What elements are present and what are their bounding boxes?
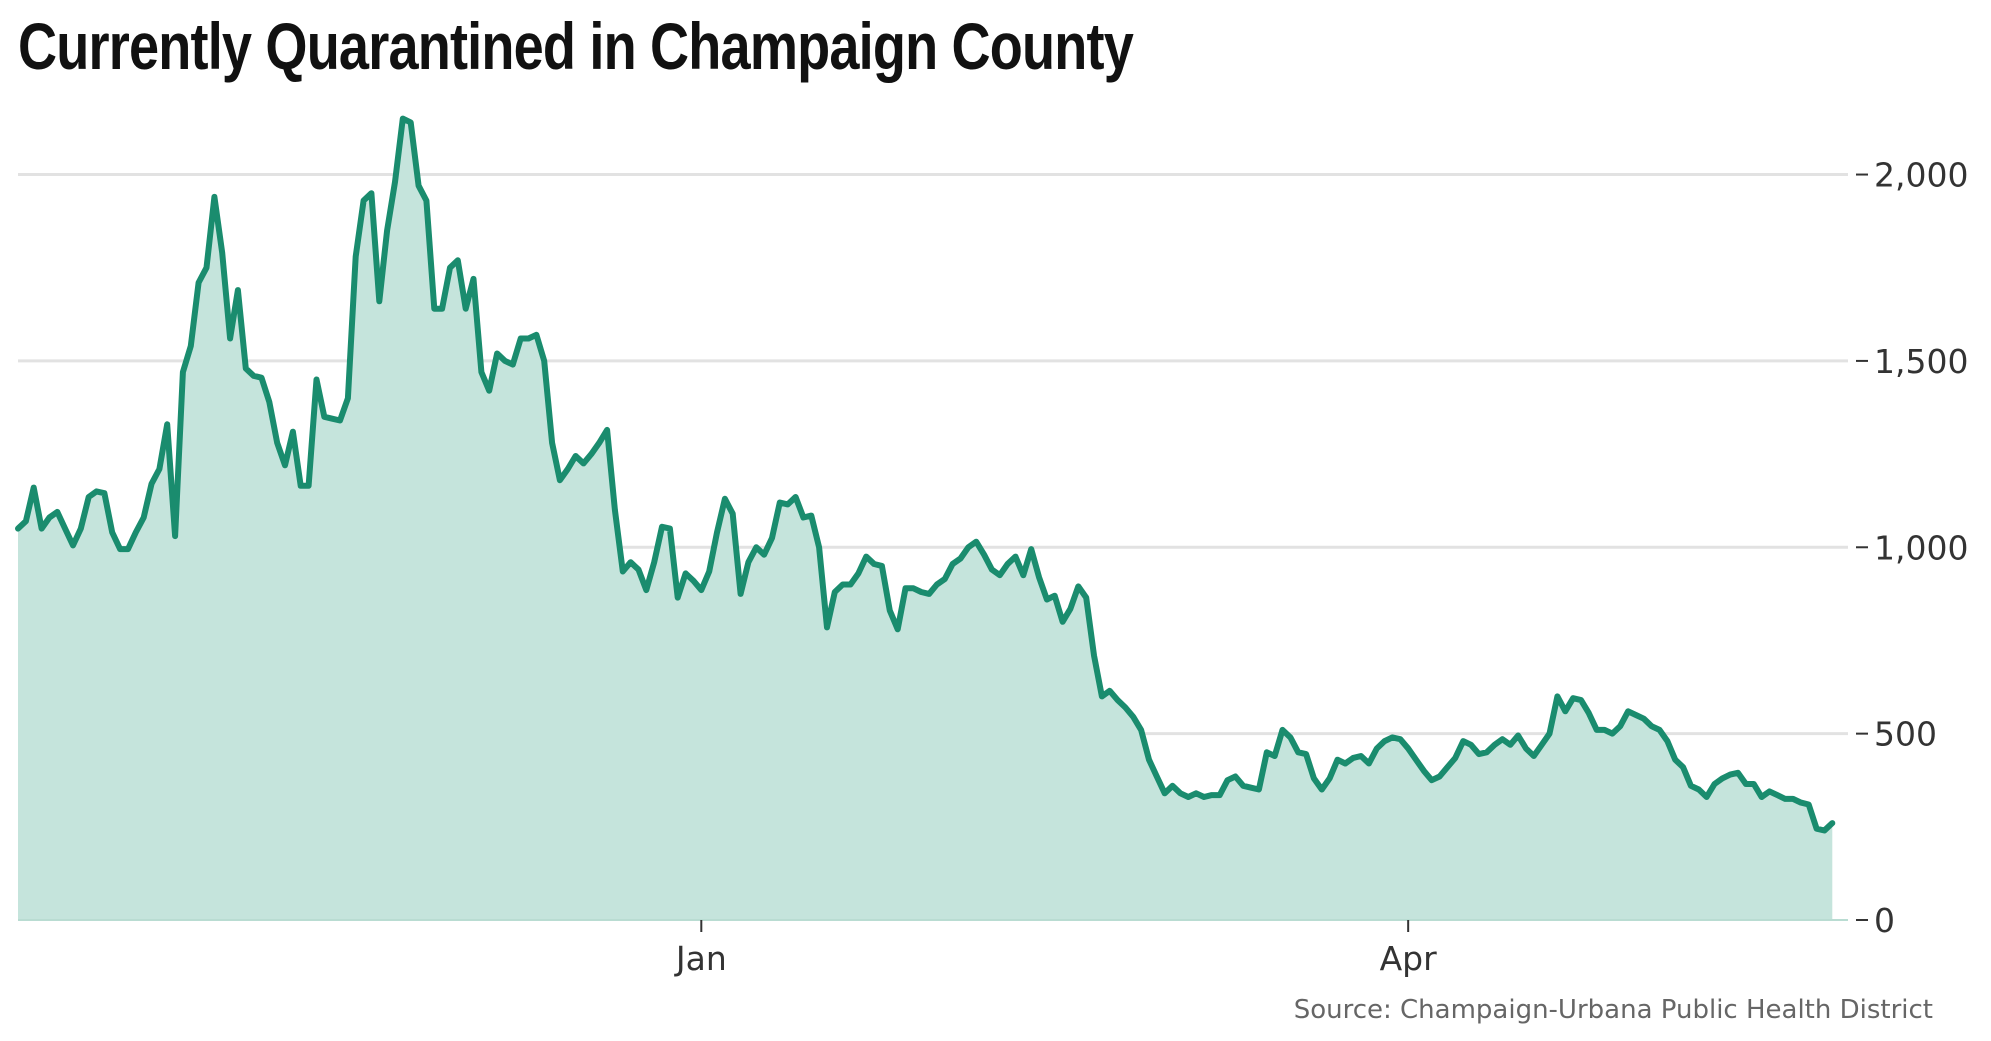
y-tick-label: 2,000 (1874, 156, 1968, 195)
x-axis: Jan Apr (674, 920, 1437, 978)
x-tick-label: Jan (674, 939, 727, 978)
area-fill (18, 118, 1833, 921)
y-axis: 0 500 1,000 1,500 2,000 (1856, 156, 1968, 940)
x-tick-label: Apr (1380, 939, 1438, 978)
source-note: Source: Champaign-Urbana Public Health D… (1293, 995, 1933, 1025)
y-tick-label: 0 (1874, 901, 1895, 940)
y-tick-label: 500 (1874, 715, 1937, 754)
chart-title: Currently Quarantined in Champaign Count… (18, 9, 1134, 83)
series-line (15, 115, 1836, 834)
y-tick-label: 1,500 (1874, 342, 1968, 381)
y-tick-label: 1,000 (1874, 528, 1968, 567)
